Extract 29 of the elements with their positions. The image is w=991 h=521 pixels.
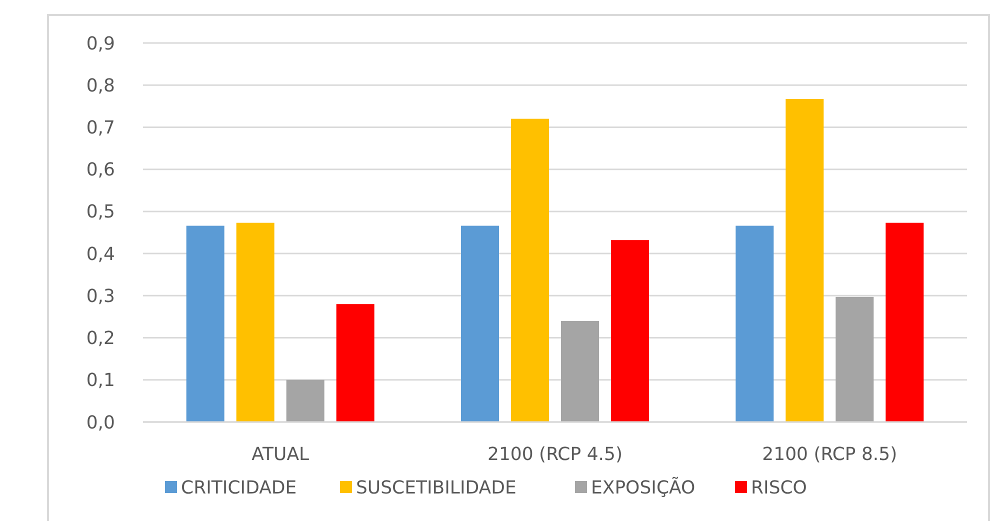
bar (736, 226, 774, 422)
bar (186, 226, 224, 422)
y-tick-label: 0,3 (86, 286, 115, 307)
bar (511, 118, 549, 422)
x-tick-label: 2100 (RCP 4.5) (488, 444, 622, 465)
x-tick-label: ATUAL (252, 444, 310, 465)
legend-label: SUSCETIBILIDADE (356, 477, 516, 498)
bar (611, 240, 649, 422)
legend-label: EXPOSIÇÃO (591, 476, 696, 498)
y-tick-label: 0,5 (86, 202, 115, 223)
bar (336, 304, 374, 422)
y-tick-label: 0,4 (86, 244, 115, 265)
bar (461, 226, 499, 422)
y-tick-label: 0,8 (86, 75, 115, 96)
y-tick-label: 0,0 (86, 412, 115, 434)
y-tick-label: 0,7 (86, 118, 115, 139)
y-tick-label: 0,9 (86, 33, 115, 54)
legend-label: CRITICIDADE (181, 477, 297, 498)
bar (236, 222, 274, 422)
y-tick-label: 0,6 (86, 160, 115, 181)
bar (786, 99, 824, 422)
x-tick-label: 2100 (RCP 8.5) (762, 444, 898, 465)
bar (886, 222, 924, 422)
bar (286, 380, 324, 422)
y-tick-label: 0,1 (86, 370, 115, 392)
bar (836, 296, 874, 422)
y-tick-label: 0,2 (86, 328, 115, 350)
bar (561, 320, 599, 422)
legend-label: RISCO (751, 477, 807, 498)
